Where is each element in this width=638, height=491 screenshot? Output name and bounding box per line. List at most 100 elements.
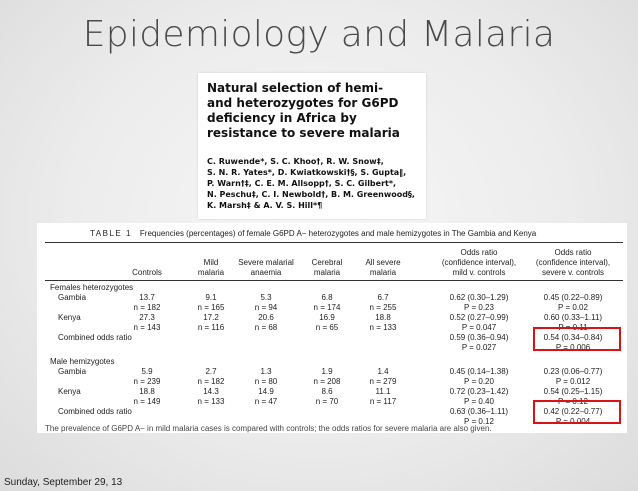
percentage-cell: 18.8 xyxy=(139,387,155,397)
column-header: (confidence interval), xyxy=(536,258,610,268)
p-value-severe: P = 0.02 xyxy=(558,303,588,313)
percentage-cell: 11.1 xyxy=(376,387,391,397)
table-footnote: The prevalence of G6PD A− in mild malari… xyxy=(45,425,623,433)
paper-title-line: Natural selection of hemi- xyxy=(207,81,422,96)
table-caption: TABLE 1 Frequencies (percentages) of fema… xyxy=(90,229,536,238)
percentage-cell: 14.3 xyxy=(203,387,219,397)
p-value-mild: P = 0.23 xyxy=(464,303,494,313)
sample-size-cell: n = 279 xyxy=(370,377,397,387)
sample-size-cell: n = 94 xyxy=(255,303,277,313)
percentage-cell: 6.8 xyxy=(321,293,332,303)
author-line: C. Ruwende*, S. C. Khoo†, R. W. Snow‡, xyxy=(207,156,422,167)
author-line: S. N. R. Yates*, D. Kwiatkowski†§, S. Gu… xyxy=(207,167,422,178)
sample-size-cell: n = 47 xyxy=(255,397,277,407)
column-header: anaemia xyxy=(251,268,282,278)
paper-title-line: and heterozygotes for G6PD xyxy=(207,96,422,111)
percentage-cell: 1.4 xyxy=(377,367,388,377)
sample-size-cell: n = 174 xyxy=(314,303,341,313)
column-header: malaria xyxy=(314,268,340,278)
frequency-table: TABLE 1 Frequencies (percentages) of fema… xyxy=(37,223,627,433)
paper-title: Natural selection of hemi- and heterozyg… xyxy=(207,81,422,141)
odds-ratio-severe: 0.60 (0.33–1.11) xyxy=(544,313,602,323)
column-header: Odds ratio xyxy=(555,248,592,258)
combined-label: Combined odds ratio xyxy=(58,333,132,343)
sample-size-cell: n = 70 xyxy=(316,397,338,407)
sample-size-cell: n = 149 xyxy=(134,397,161,407)
percentage-cell: 1.9 xyxy=(321,367,332,377)
row-label: Gambia xyxy=(58,367,86,377)
column-header: malaria xyxy=(370,268,396,278)
sample-size-cell: n = 133 xyxy=(370,323,397,333)
p-value-mild: P = 0.40 xyxy=(464,397,494,407)
p-value-mild: P = 0.047 xyxy=(462,323,496,333)
percentage-cell: 20.6 xyxy=(258,313,274,323)
row-label: Gambia xyxy=(58,293,86,303)
percentage-cell: 14.9 xyxy=(258,387,274,397)
sample-size-cell: n = 80 xyxy=(255,377,277,387)
highlight-box-females xyxy=(533,327,621,351)
odds-ratio-mild: 0.72 (0.23–1.42) xyxy=(450,387,509,397)
sample-size-cell: n = 239 xyxy=(134,377,161,387)
sample-size-cell: n = 143 xyxy=(134,323,161,333)
percentage-cell: 13.7 xyxy=(139,293,155,303)
percentage-cell: 6.7 xyxy=(377,293,388,303)
p-value-severe: P = 0.012 xyxy=(556,377,590,387)
paper-title-clipping: Natural selection of hemi- and heterozyg… xyxy=(198,73,426,219)
highlight-box-males xyxy=(533,400,621,424)
combined-label: Combined odds ratio xyxy=(58,407,132,417)
sample-size-cell: n = 65 xyxy=(316,323,338,333)
combined-odds-ratio-mild: 0.59 (0.36–0.94) xyxy=(450,333,509,343)
combined-p-value-mild: P = 0.027 xyxy=(462,343,496,353)
author-line: N. Peschu‡, C. I. Newbold†, B. M. Greenw… xyxy=(207,189,422,200)
slide-date: Sunday, September 29, 13 xyxy=(4,477,122,488)
author-line: K. Marsh‡ & A. V. S. Hill*¶ xyxy=(207,200,422,211)
percentage-cell: 27.3 xyxy=(139,313,155,323)
percentage-cell: 16.9 xyxy=(319,313,335,323)
sample-size-cell: n = 182 xyxy=(198,377,225,387)
column-header: All severe xyxy=(365,258,400,268)
percentage-cell: 1.3 xyxy=(260,367,271,377)
percentage-cell: 18.8 xyxy=(375,313,391,323)
paper-title-line: deficiency in Africa by xyxy=(207,111,422,126)
column-header: (confidence interval), xyxy=(442,258,516,268)
sample-size-cell: n = 117 xyxy=(370,397,396,407)
percentage-cell: 9.1 xyxy=(205,293,216,303)
percentage-cell: 2.7 xyxy=(205,367,216,377)
column-header: Severe malarial xyxy=(238,258,294,268)
odds-ratio-mild: 0.45 (0.14–1.38) xyxy=(450,367,509,377)
odds-ratio-mild: 0.52 (0.27–0.99) xyxy=(450,313,509,323)
table-header-rule xyxy=(45,280,623,281)
column-header: Cerebral xyxy=(312,258,343,268)
table-caption-text: Frequencies (percentages) of female G6PD… xyxy=(140,229,536,238)
author-line: P. Warn†‡, C. E. M. Allsopp†, S. C. Gilb… xyxy=(207,178,422,189)
sample-size-cell: n = 116 xyxy=(198,323,224,333)
column-header: mild v. controls xyxy=(453,268,506,278)
column-header: Controls xyxy=(132,268,162,278)
column-header: Mild xyxy=(204,258,219,268)
column-header: severe v. controls xyxy=(542,268,604,278)
sample-size-cell: n = 255 xyxy=(370,303,397,313)
slide-title: Epidemiology and Malaria xyxy=(0,14,638,55)
row-label: Kenya xyxy=(58,313,81,323)
odds-ratio-severe: 0.54 (0.25–1.15) xyxy=(544,387,603,397)
combined-odds-ratio-mild: 0.63 (0.36–1.11) xyxy=(450,407,508,417)
sample-size-cell: n = 165 xyxy=(198,303,225,313)
sample-size-cell: n = 133 xyxy=(198,397,225,407)
sample-size-cell: n = 68 xyxy=(255,323,277,333)
odds-ratio-mild: 0.62 (0.30–1.29) xyxy=(450,293,509,303)
odds-ratio-severe: 0.45 (0.22–0.89) xyxy=(544,293,603,303)
paper-authors: C. Ruwende*, S. C. Khoo†, R. W. Snow‡, S… xyxy=(207,156,422,211)
percentage-cell: 17.2 xyxy=(203,313,219,323)
p-value-mild: P = 0.20 xyxy=(464,377,494,387)
paper-title-line: resistance to severe malaria xyxy=(207,126,422,141)
column-header: malaria xyxy=(198,268,224,278)
section-title: Females heterozygotes xyxy=(50,283,133,293)
row-label: Kenya xyxy=(58,387,81,397)
sample-size-cell: n = 208 xyxy=(314,377,341,387)
percentage-cell: 8.6 xyxy=(321,387,332,397)
table-top-rule xyxy=(45,242,623,243)
percentage-cell: 5.3 xyxy=(260,293,271,303)
percentage-cell: 5.9 xyxy=(141,367,152,377)
odds-ratio-severe: 0.23 (0.06–0.77) xyxy=(544,367,603,377)
sample-size-cell: n = 182 xyxy=(134,303,161,313)
